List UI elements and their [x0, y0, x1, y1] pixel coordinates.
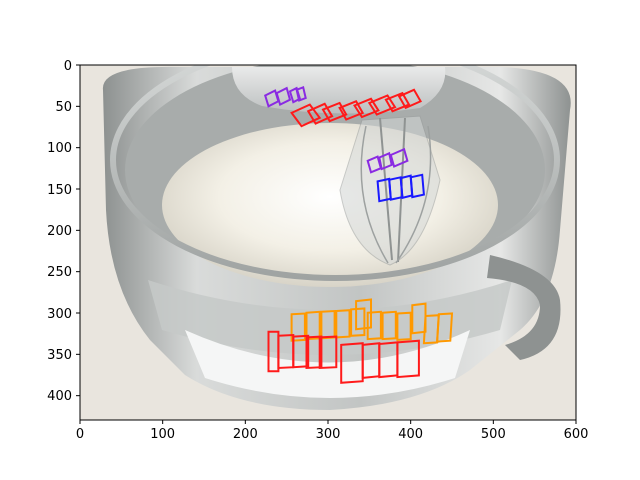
mixer-bowl-photo — [80, 65, 576, 420]
y-tick-label: 250 — [47, 265, 72, 280]
x-tick: 0 — [76, 420, 84, 442]
bowl-front-band — [148, 280, 512, 355]
red-detection-box — [306, 102, 334, 125]
orange-detection-box — [366, 310, 382, 341]
x-tick-label: 400 — [398, 427, 423, 442]
red-detection-box — [396, 339, 420, 379]
purple-detection-box — [288, 86, 302, 104]
y-axis: 0 50 100 150 200 250 300 350 — [47, 59, 80, 404]
text-detection-boxes — [263, 85, 454, 384]
whisk-wire — [379, 117, 393, 261]
y-tick-label: 350 — [47, 348, 72, 363]
red-detection-box — [292, 334, 310, 369]
red-detection-box — [290, 103, 322, 128]
purple-detection-box — [378, 151, 393, 171]
y-tick: 400 — [47, 389, 80, 404]
x-tick: 400 — [398, 420, 423, 442]
x-tick: 500 — [481, 420, 506, 442]
bowl-rim — [110, 65, 560, 281]
red-detection-box — [338, 100, 365, 121]
orange-detection-box — [436, 312, 454, 343]
orange-detection-box — [335, 309, 351, 339]
y-tick: 350 — [47, 348, 80, 363]
whisk-wire — [360, 125, 389, 264]
purple-detection-box — [295, 85, 307, 102]
y-tick-label: 200 — [47, 224, 72, 239]
purple-detection-box — [389, 147, 409, 168]
x-tick-label: 0 — [76, 427, 84, 442]
y-tick: 100 — [47, 141, 80, 156]
red-detection-box — [340, 342, 364, 384]
x-tick: 300 — [316, 420, 341, 442]
y-tick-label: 100 — [47, 141, 72, 156]
red-detection-box — [267, 330, 280, 373]
red-detection-box — [367, 94, 397, 116]
x-axis: 0 100 200 300 400 500 600 — [76, 420, 589, 442]
orange-detection-box — [350, 307, 366, 337]
y-tick: 50 — [55, 100, 80, 115]
y-tick: 200 — [47, 224, 80, 239]
y-tick-label: 300 — [47, 307, 72, 322]
orange-detection-box — [290, 312, 306, 342]
red-detection-box — [318, 335, 338, 370]
x-tick: 100 — [150, 420, 175, 442]
x-tick-label: 100 — [150, 427, 175, 442]
y-tick-label: 400 — [47, 389, 72, 404]
red-detection-box — [321, 101, 348, 123]
purple-detection-box — [275, 86, 292, 107]
y-tick: 150 — [47, 183, 80, 198]
x-tick-label: 300 — [316, 427, 341, 442]
orange-detection-box — [381, 310, 397, 341]
orange-detection-box — [396, 311, 412, 341]
red-detection-box — [397, 88, 423, 110]
y-tick-label: 150 — [47, 183, 72, 198]
y-tick: 300 — [47, 307, 80, 322]
x-tick: 600 — [564, 420, 589, 442]
y-tick: 250 — [47, 265, 80, 280]
bowl-handle — [487, 255, 561, 360]
x-tick: 200 — [233, 420, 258, 442]
red-detection-box — [353, 97, 380, 119]
mixer-base — [185, 330, 470, 398]
orange-detection-box — [355, 298, 372, 331]
y-tick: 0 — [64, 59, 80, 74]
y-tick-label: 0 — [64, 59, 72, 74]
red-detection-box — [384, 91, 411, 113]
y-tick-label: 50 — [55, 100, 72, 115]
blue-detection-box — [409, 173, 425, 199]
x-tick-label: 600 — [564, 427, 589, 442]
x-tick-label: 500 — [481, 427, 506, 442]
whisk-wire — [395, 125, 432, 264]
x-tick-label: 200 — [233, 427, 258, 442]
